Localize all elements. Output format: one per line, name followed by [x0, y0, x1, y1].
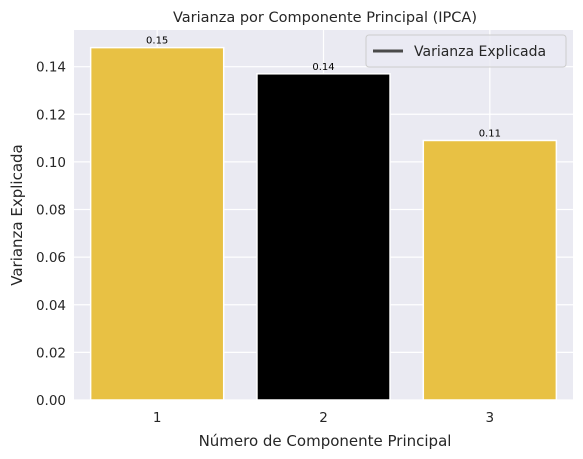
x-axis-label: Número de Componente Principal — [199, 432, 452, 450]
y-tick-label: 0.08 — [36, 203, 66, 219]
y-tick-label: 0.04 — [36, 298, 66, 314]
x-tick-label: 2 — [319, 410, 328, 426]
x-tick-label: 1 — [153, 410, 162, 426]
legend: Varianza Explicada — [365, 34, 567, 68]
y-tick-label: 0.06 — [36, 250, 66, 266]
x-tick-label: 3 — [486, 410, 495, 426]
x-axis-ticks: 1 2 3 — [153, 410, 494, 426]
bar-component-1 — [89, 46, 225, 401]
y-tick-label: 0.02 — [36, 345, 66, 361]
bar-component-3 — [422, 139, 558, 401]
data-label: 0.14 — [312, 62, 334, 73]
y-tick-label: 0.10 — [36, 155, 66, 171]
data-labels: 0.15 0.14 0.11 — [146, 36, 501, 140]
chart-title: Varianza por Componente Principal (IPCA) — [173, 10, 477, 26]
y-tick-label: 0.00 — [36, 393, 66, 409]
y-axis-ticks: 0.00 0.02 0.04 0.06 0.08 0.10 0.12 0.14 — [36, 60, 66, 409]
legend-entry-label: Varianza Explicada — [414, 44, 546, 60]
data-label: 0.15 — [146, 36, 168, 47]
bars — [89, 46, 558, 401]
y-tick-label: 0.12 — [36, 107, 66, 123]
legend-box — [365, 34, 567, 68]
y-axis-label: Varianza Explicada — [8, 144, 26, 286]
data-label: 0.11 — [479, 128, 501, 139]
bar-component-2 — [256, 73, 391, 401]
y-tick-label: 0.14 — [36, 60, 66, 76]
